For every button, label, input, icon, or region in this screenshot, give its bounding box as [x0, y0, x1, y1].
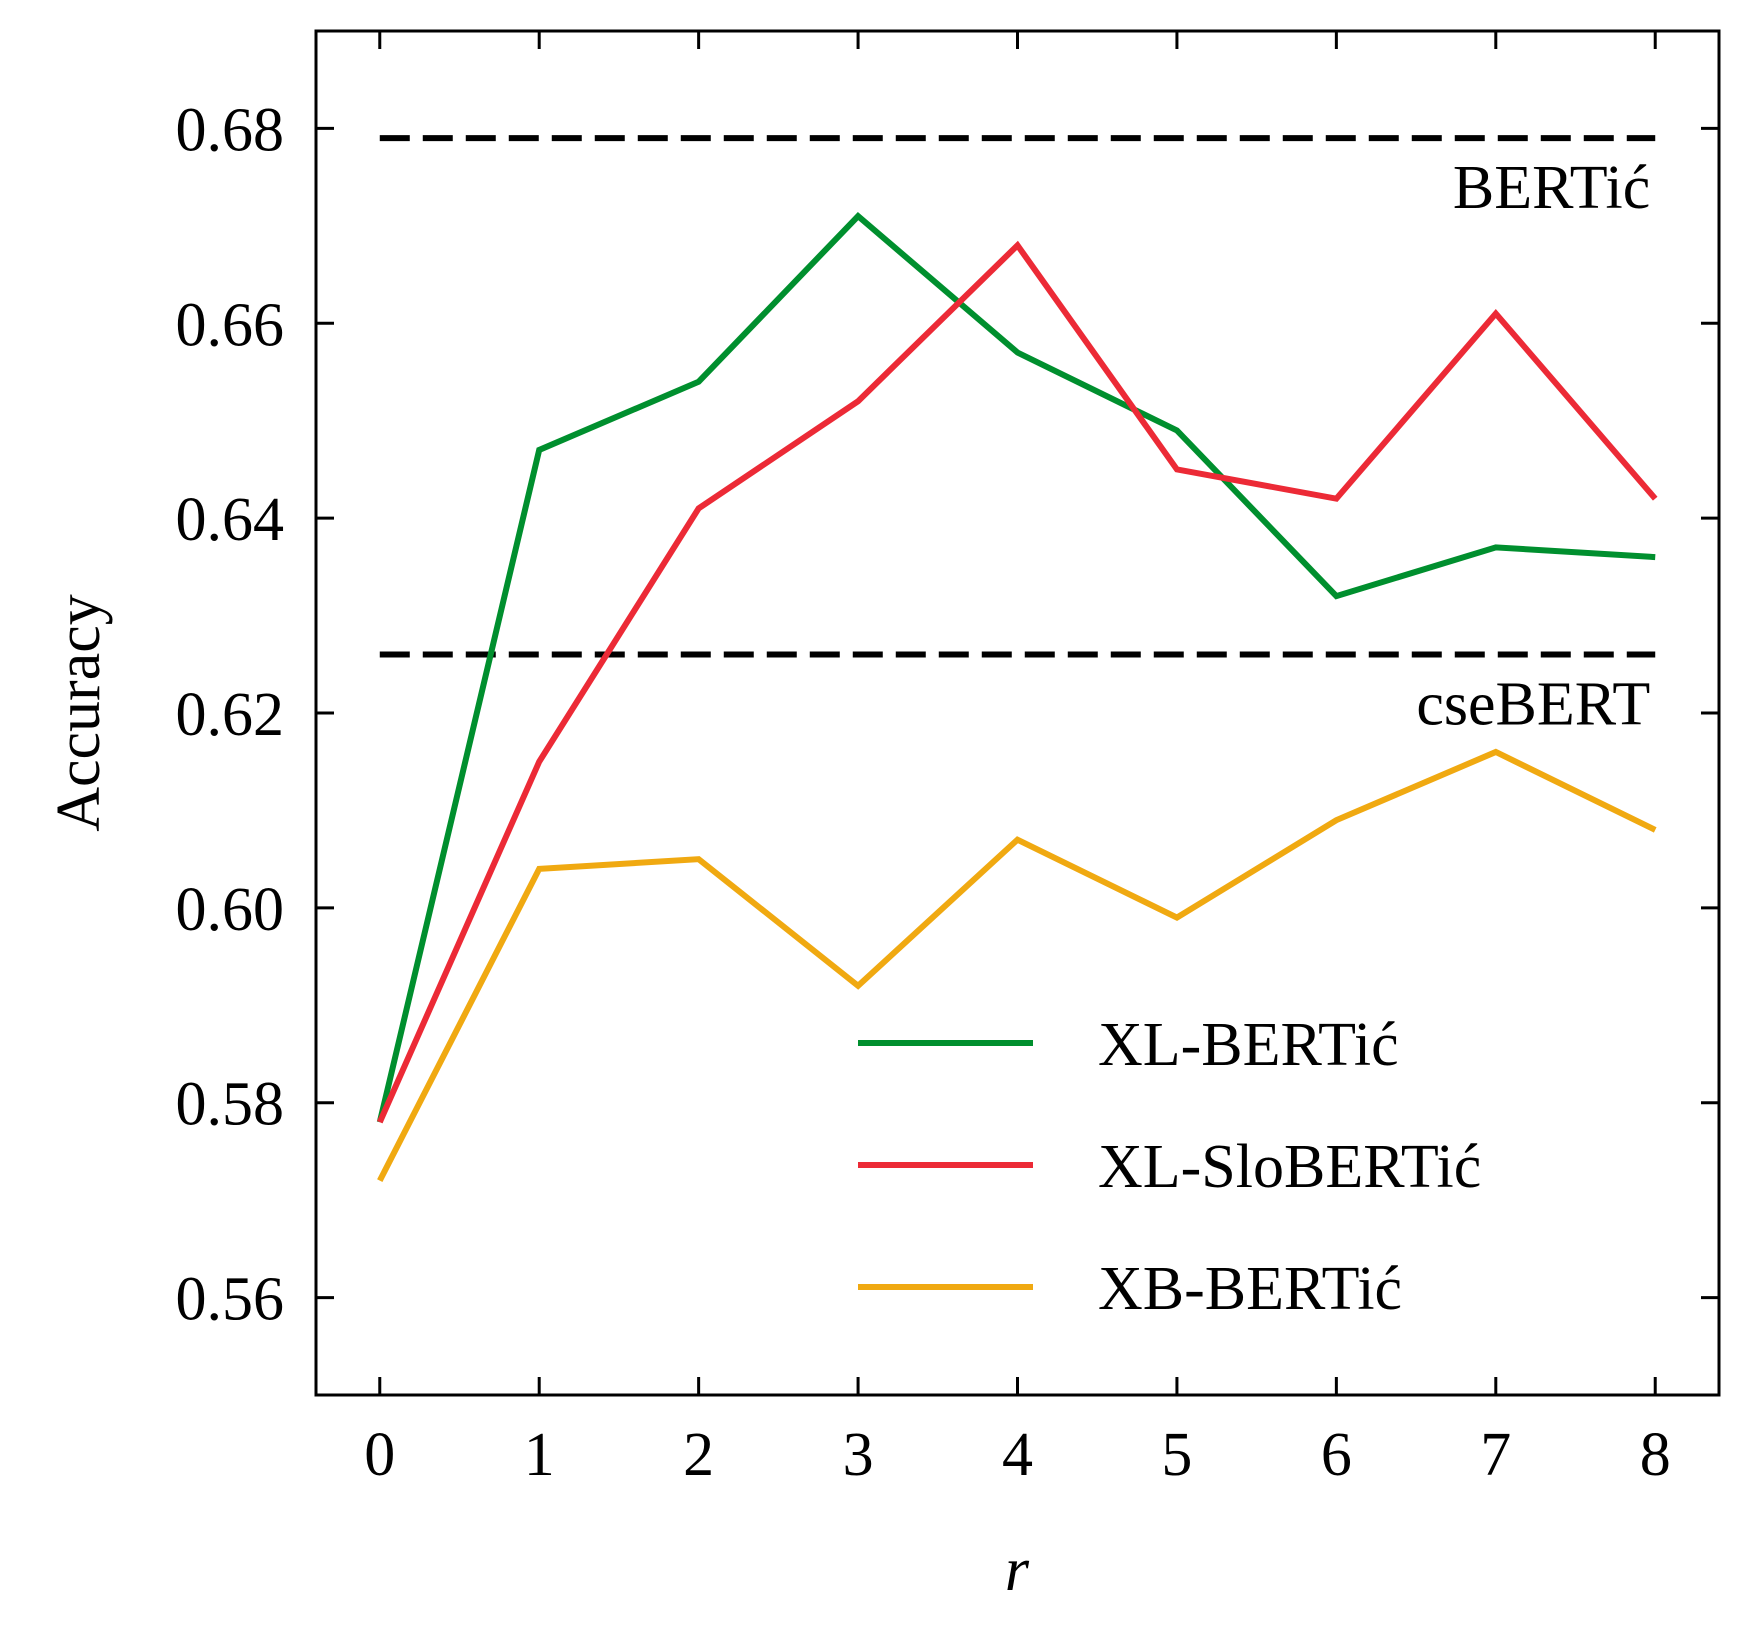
y-tick-label: 0.66 [176, 291, 285, 359]
x-tick-label: 7 [1480, 1421, 1511, 1489]
legend-label: XL-BERTić [1098, 1011, 1399, 1079]
legend-label: XL-SloBERTić [1098, 1133, 1481, 1201]
y-tick-label: 0.56 [176, 1266, 285, 1334]
reference-label: cseBERT [1416, 671, 1650, 739]
y-tick-label: 0.68 [176, 96, 285, 164]
x-tick-label: 0 [364, 1421, 395, 1489]
y-tick-label: 0.58 [176, 1071, 285, 1139]
y-axis-label: Accuracy [45, 594, 113, 832]
x-tick-label: 4 [1002, 1421, 1033, 1489]
x-tick-label: 2 [683, 1421, 714, 1489]
data-line [377, 240, 1658, 1124]
data-line [376, 211, 1656, 1123]
x-tick-label: 8 [1640, 1421, 1671, 1489]
y-tick-label: 0.60 [176, 876, 285, 944]
reference-label: BERTić [1453, 154, 1650, 222]
data-line [377, 748, 1657, 1183]
x-axis-label: r [1005, 1536, 1030, 1604]
x-tick-label: 5 [1161, 1421, 1192, 1489]
x-tick-label: 3 [843, 1421, 874, 1489]
x-tick-label: 6 [1321, 1421, 1352, 1489]
y-tick-label: 0.62 [176, 681, 285, 749]
y-tick-label: 0.64 [176, 486, 285, 554]
legend-label: XB-BERTić [1098, 1255, 1402, 1323]
x-tick-label: 1 [524, 1421, 555, 1489]
